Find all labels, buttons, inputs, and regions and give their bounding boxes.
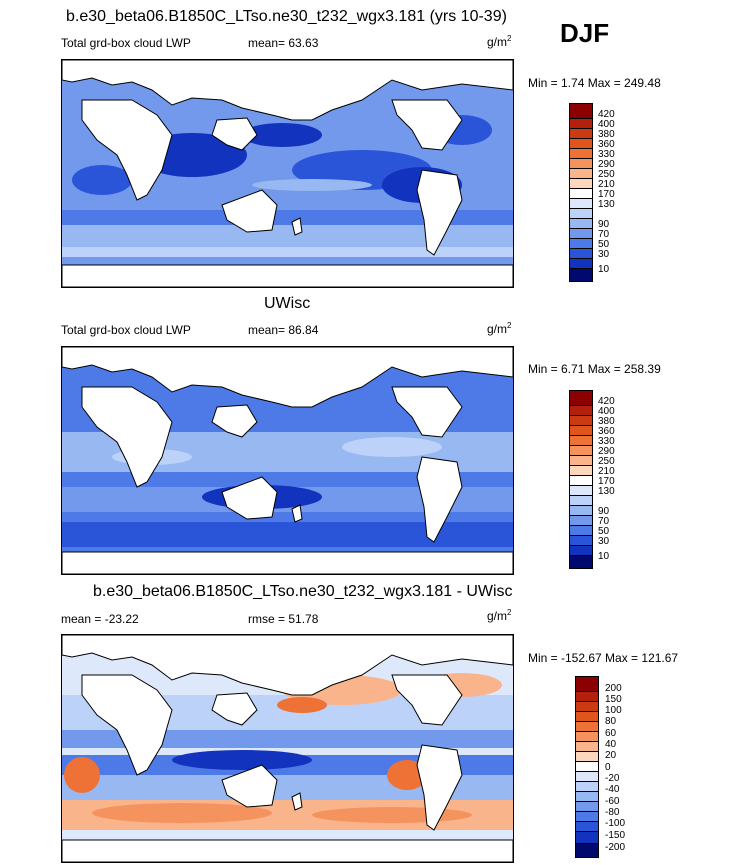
panel3-tick: 40 [605,739,617,750]
panel1-tick: 330 [598,149,615,160]
panel1-tick: 30 [598,249,610,260]
panel1-tick: 70 [598,229,610,240]
panel3-rmse: rmse = 51.78 [248,612,319,626]
panel1-tick: 50 [598,239,610,250]
panel2-tick: 130 [598,486,615,497]
panel1-variable-label: Total grd-box cloud LWP [61,36,191,50]
panel1-tick: 400 [598,119,615,130]
panel3-colorbar [575,676,599,858]
panel1-tick: 380 [598,129,615,140]
panel2-tick: 10 [598,551,610,562]
panel2-map [61,346,514,575]
panel1-tick: 210 [598,179,615,190]
panel2-tick: 420 [598,396,615,407]
panel2-map-svg [62,347,513,574]
panel1-map [61,59,514,288]
panel2-minmax: Min = 6.71 Max = 258.39 [528,362,661,376]
panel2-tick: 360 [598,426,615,437]
panel3-tick: 100 [605,705,622,716]
panel3-tick: -20 [605,773,620,784]
panel1-tick: 290 [598,159,615,170]
panel3-tick: 0 [605,762,611,773]
panel3-tick: 200 [605,683,622,694]
panel1-tick: 420 [598,109,615,120]
panel3-mean: mean = -23.22 [61,612,139,626]
panel3-map [61,634,514,863]
panel3-tick: -80 [605,807,620,818]
panel1-map-svg [62,60,513,287]
panel3-tick: 60 [605,728,617,739]
panel3-map-svg [62,635,513,862]
panel2-tick: 250 [598,456,615,467]
panel2-tick: 400 [598,406,615,417]
season-label: DJF [560,18,610,48]
panel2-tick: 170 [598,476,615,487]
panel1-tick: 360 [598,139,615,150]
panel3-minmax: Min = -152.67 Max = 121.67 [528,651,679,665]
panel1-colorbar [569,103,593,282]
panel3-tick: 150 [605,694,622,705]
panel3-tick: 20 [605,750,617,761]
panel1-minmax: Min = 1.74 Max = 249.48 [528,76,661,90]
panel3-tick: -40 [605,784,620,795]
panel1-units: g/m2 [487,34,512,49]
panel2-section-title: UWisc [264,295,311,312]
panel1-tick: 170 [598,189,615,200]
figure-title: b.e30_beta06.B1850C_LTso.ne30_t232_wgx3.… [66,8,507,25]
panel3-tick: -150 [605,830,626,841]
panel2-tick: 210 [598,466,615,477]
panel2-tick: 380 [598,416,615,427]
panel1-tick: 10 [598,264,610,275]
panel2-units: g/m2 [487,321,512,336]
panel3-units: g/m2 [487,608,512,623]
panel3-tick: -200 [605,842,626,853]
panel1-tick: 90 [598,219,610,230]
panel1-tick: 250 [598,169,615,180]
panel1-mean: mean= 63.63 [248,36,319,50]
panel2-tick: 30 [598,536,610,547]
panel3-tick: -100 [605,818,626,829]
panel2-tick: 70 [598,516,610,527]
panel2-tick: 290 [598,446,615,457]
panel2-mean: mean= 86.84 [248,323,319,337]
panel2-tick: 330 [598,436,615,447]
panel3-tick: 80 [605,716,617,727]
panel2-tick: 90 [598,506,610,517]
panel2-variable-label: Total grd-box cloud LWP [61,323,191,337]
panel2-tick: 50 [598,526,610,537]
panel2-colorbar [569,390,593,569]
panel1-tick: 130 [598,199,615,210]
panel3-section-title: b.e30_beta06.B1850C_LTso.ne30_t232_wgx3.… [93,583,513,600]
panel3-tick: -60 [605,796,620,807]
